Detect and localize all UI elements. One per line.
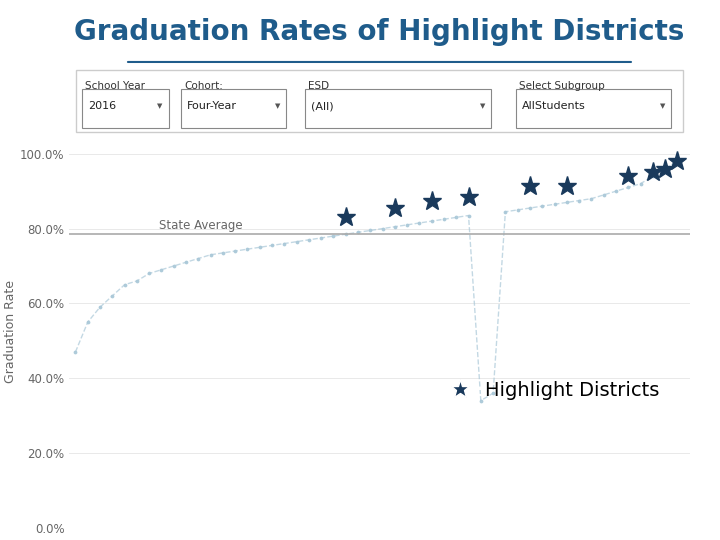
FancyBboxPatch shape xyxy=(181,89,287,129)
Text: State Average: State Average xyxy=(159,219,243,232)
Text: Cohort:: Cohort: xyxy=(184,80,223,91)
FancyBboxPatch shape xyxy=(76,70,683,132)
Text: Four-Year: Four-Year xyxy=(187,102,237,111)
Text: ▼: ▼ xyxy=(660,104,665,110)
Text: ▼: ▼ xyxy=(275,104,281,110)
Text: AllStudents: AllStudents xyxy=(522,102,586,111)
Text: 2016: 2016 xyxy=(88,102,116,111)
Legend: Highlight Districts: Highlight Districts xyxy=(433,373,667,408)
Text: ▼: ▼ xyxy=(158,104,163,110)
FancyBboxPatch shape xyxy=(516,89,671,129)
Text: ESD: ESD xyxy=(308,80,329,91)
Text: (All): (All) xyxy=(311,102,334,111)
FancyBboxPatch shape xyxy=(81,89,168,129)
Text: ▼: ▼ xyxy=(480,104,485,110)
Text: Graduation Rates of Highlight Districts: Graduation Rates of Highlight Districts xyxy=(74,18,685,46)
Y-axis label: Graduation Rate: Graduation Rate xyxy=(4,280,17,383)
Text: School Year: School Year xyxy=(85,80,145,91)
FancyBboxPatch shape xyxy=(305,89,491,129)
Text: Select Subgroup: Select Subgroup xyxy=(519,80,605,91)
